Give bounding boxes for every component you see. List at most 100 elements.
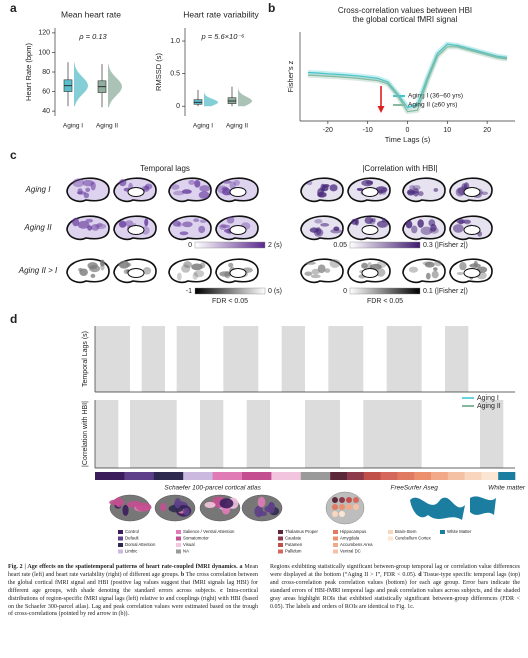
- aseg-region: [346, 497, 352, 503]
- y-axis-label: Fisher's z: [286, 60, 295, 92]
- atlas-label: FreeSurfer Aseg: [390, 485, 438, 492]
- medial-wall: [463, 187, 481, 197]
- atlas-segment: [431, 472, 449, 480]
- brain-patch: [221, 187, 229, 191]
- brain-patch: [83, 192, 90, 199]
- legend-label: Putamen: [285, 542, 303, 547]
- medial-wall: [361, 225, 379, 235]
- atlas-segment: [330, 472, 348, 480]
- significance-shade: [141, 326, 165, 392]
- brain-patch: [72, 178, 85, 188]
- aseg-region: [353, 497, 359, 503]
- brain-patch: [305, 261, 316, 265]
- brain-patch: [188, 179, 195, 185]
- brain-patch: [194, 180, 201, 188]
- legend-swatch: [278, 549, 283, 554]
- brain-patch: [95, 223, 107, 230]
- brain-patch: [99, 259, 105, 267]
- line: [307, 43, 508, 109]
- line: [307, 46, 508, 113]
- brain-patch: [420, 226, 433, 235]
- legend-label: Control: [125, 529, 139, 534]
- atlas-segment: [183, 472, 213, 480]
- legend-swatch: [118, 549, 123, 554]
- atlas-label: White matter: [488, 485, 526, 492]
- atlas-segment: [153, 472, 184, 480]
- x-axis-label: Time Lags (s): [385, 135, 431, 144]
- atlas-segment: [271, 472, 302, 480]
- legend-label: NA: [183, 549, 189, 554]
- y-tick-label: 0: [176, 103, 180, 110]
- atlas-region: [174, 497, 182, 509]
- brain-patch: [193, 270, 205, 278]
- aseg-region: [332, 511, 338, 517]
- atlas-region: [136, 502, 152, 512]
- brain-patch: [226, 216, 235, 224]
- legend-swatch: [278, 530, 283, 534]
- brain-patch: [90, 273, 96, 279]
- brain-patch: [199, 185, 211, 192]
- significance-shade: [386, 326, 422, 392]
- y-axis-label: Heart Rate (bpm): [24, 43, 33, 101]
- significance-shade: [95, 326, 130, 392]
- legend-swatch: [278, 543, 283, 547]
- brain-patch: [456, 218, 466, 224]
- brain-patch: [469, 263, 481, 268]
- aseg-region: [332, 504, 338, 510]
- brain-patch: [356, 187, 364, 191]
- brain-patch: [183, 261, 192, 269]
- legend-label: Aging II: [477, 403, 501, 410]
- brain-patch: [179, 231, 189, 236]
- brain-patch: [144, 183, 153, 190]
- y-tick-label: 0.5: [170, 70, 180, 77]
- legend-label: Thalamus Proper: [285, 529, 319, 534]
- brain-patch: [333, 226, 340, 231]
- brain-patch: [330, 228, 342, 234]
- medial-wall: [127, 187, 145, 197]
- colorbar-max: 2 (s): [268, 242, 282, 249]
- colorbar-min: 0: [188, 242, 192, 249]
- caption-left: Fig. 2 | Age effects on the spatiotempor…: [8, 564, 258, 619]
- row-label: Aging II > I: [18, 266, 58, 275]
- atlas-region: [183, 507, 190, 516]
- x-tick-label: 20: [483, 127, 491, 134]
- brain-patch: [429, 227, 439, 234]
- brain-patch: [77, 220, 90, 229]
- medial-wall: [463, 268, 481, 278]
- brain-patch: [193, 218, 200, 223]
- caption-text: d: [416, 571, 422, 578]
- atlas-segment: [464, 472, 482, 480]
- violin: [204, 89, 218, 107]
- colorbar: [194, 287, 266, 295]
- legend-swatch: [333, 549, 338, 554]
- atlas-segment: [95, 472, 125, 480]
- brain-patch: [172, 220, 181, 227]
- brain-patch: [306, 180, 313, 186]
- brain-patch: [480, 191, 489, 195]
- violin: [108, 64, 122, 108]
- aseg-region: [332, 497, 338, 503]
- atlas-segment: [347, 472, 365, 480]
- violin: [238, 86, 252, 107]
- legend-label: Hippocampus: [340, 529, 366, 534]
- column-header: |Correlation with HBI|: [362, 164, 437, 173]
- x-tick-label: -10: [363, 127, 373, 134]
- significance-shade: [445, 326, 469, 392]
- colorbar-min: -1: [186, 288, 192, 295]
- brain-patch: [173, 190, 185, 196]
- atlas-region: [219, 498, 234, 509]
- legend-label: Visual: [183, 542, 195, 547]
- brain-patch: [119, 179, 127, 187]
- brain-patch: [412, 185, 421, 191]
- aseg-region: [339, 504, 345, 510]
- significance-shade: [130, 400, 177, 468]
- x-tick-label: Aging I: [193, 123, 213, 130]
- brain-patch: [459, 262, 467, 271]
- significance-shade: [328, 326, 364, 392]
- colorbar: [194, 241, 266, 249]
- legend-label: Accumbens Area: [340, 542, 373, 547]
- atlas-segment: [447, 472, 465, 480]
- legend-swatch: [333, 543, 338, 547]
- brain-patch: [90, 181, 96, 191]
- legend-label: White Matter: [447, 529, 472, 534]
